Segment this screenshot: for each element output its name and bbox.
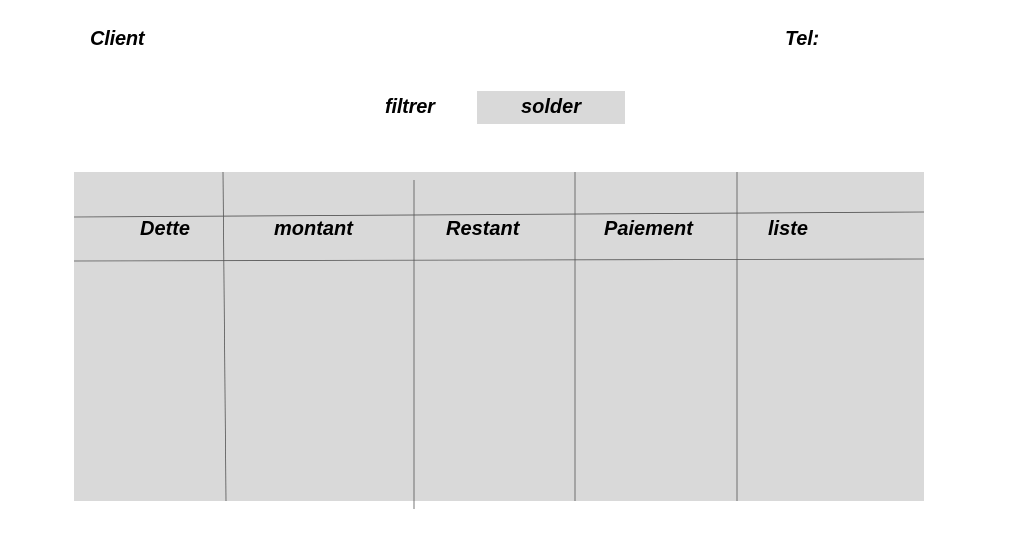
filter-label: filtrer xyxy=(385,96,435,118)
solder-button[interactable]: solder xyxy=(477,91,625,124)
debt-table xyxy=(74,172,924,501)
tel-label: Tel: xyxy=(785,28,820,50)
column-header-liste: liste xyxy=(768,218,809,240)
column-header-paiement: Paiement xyxy=(604,218,693,240)
client-label: Client xyxy=(90,28,145,50)
column-header-montant: montant xyxy=(274,218,353,240)
column-header-restant: Restant xyxy=(446,218,520,240)
column-header-dette: Dette xyxy=(140,218,191,240)
